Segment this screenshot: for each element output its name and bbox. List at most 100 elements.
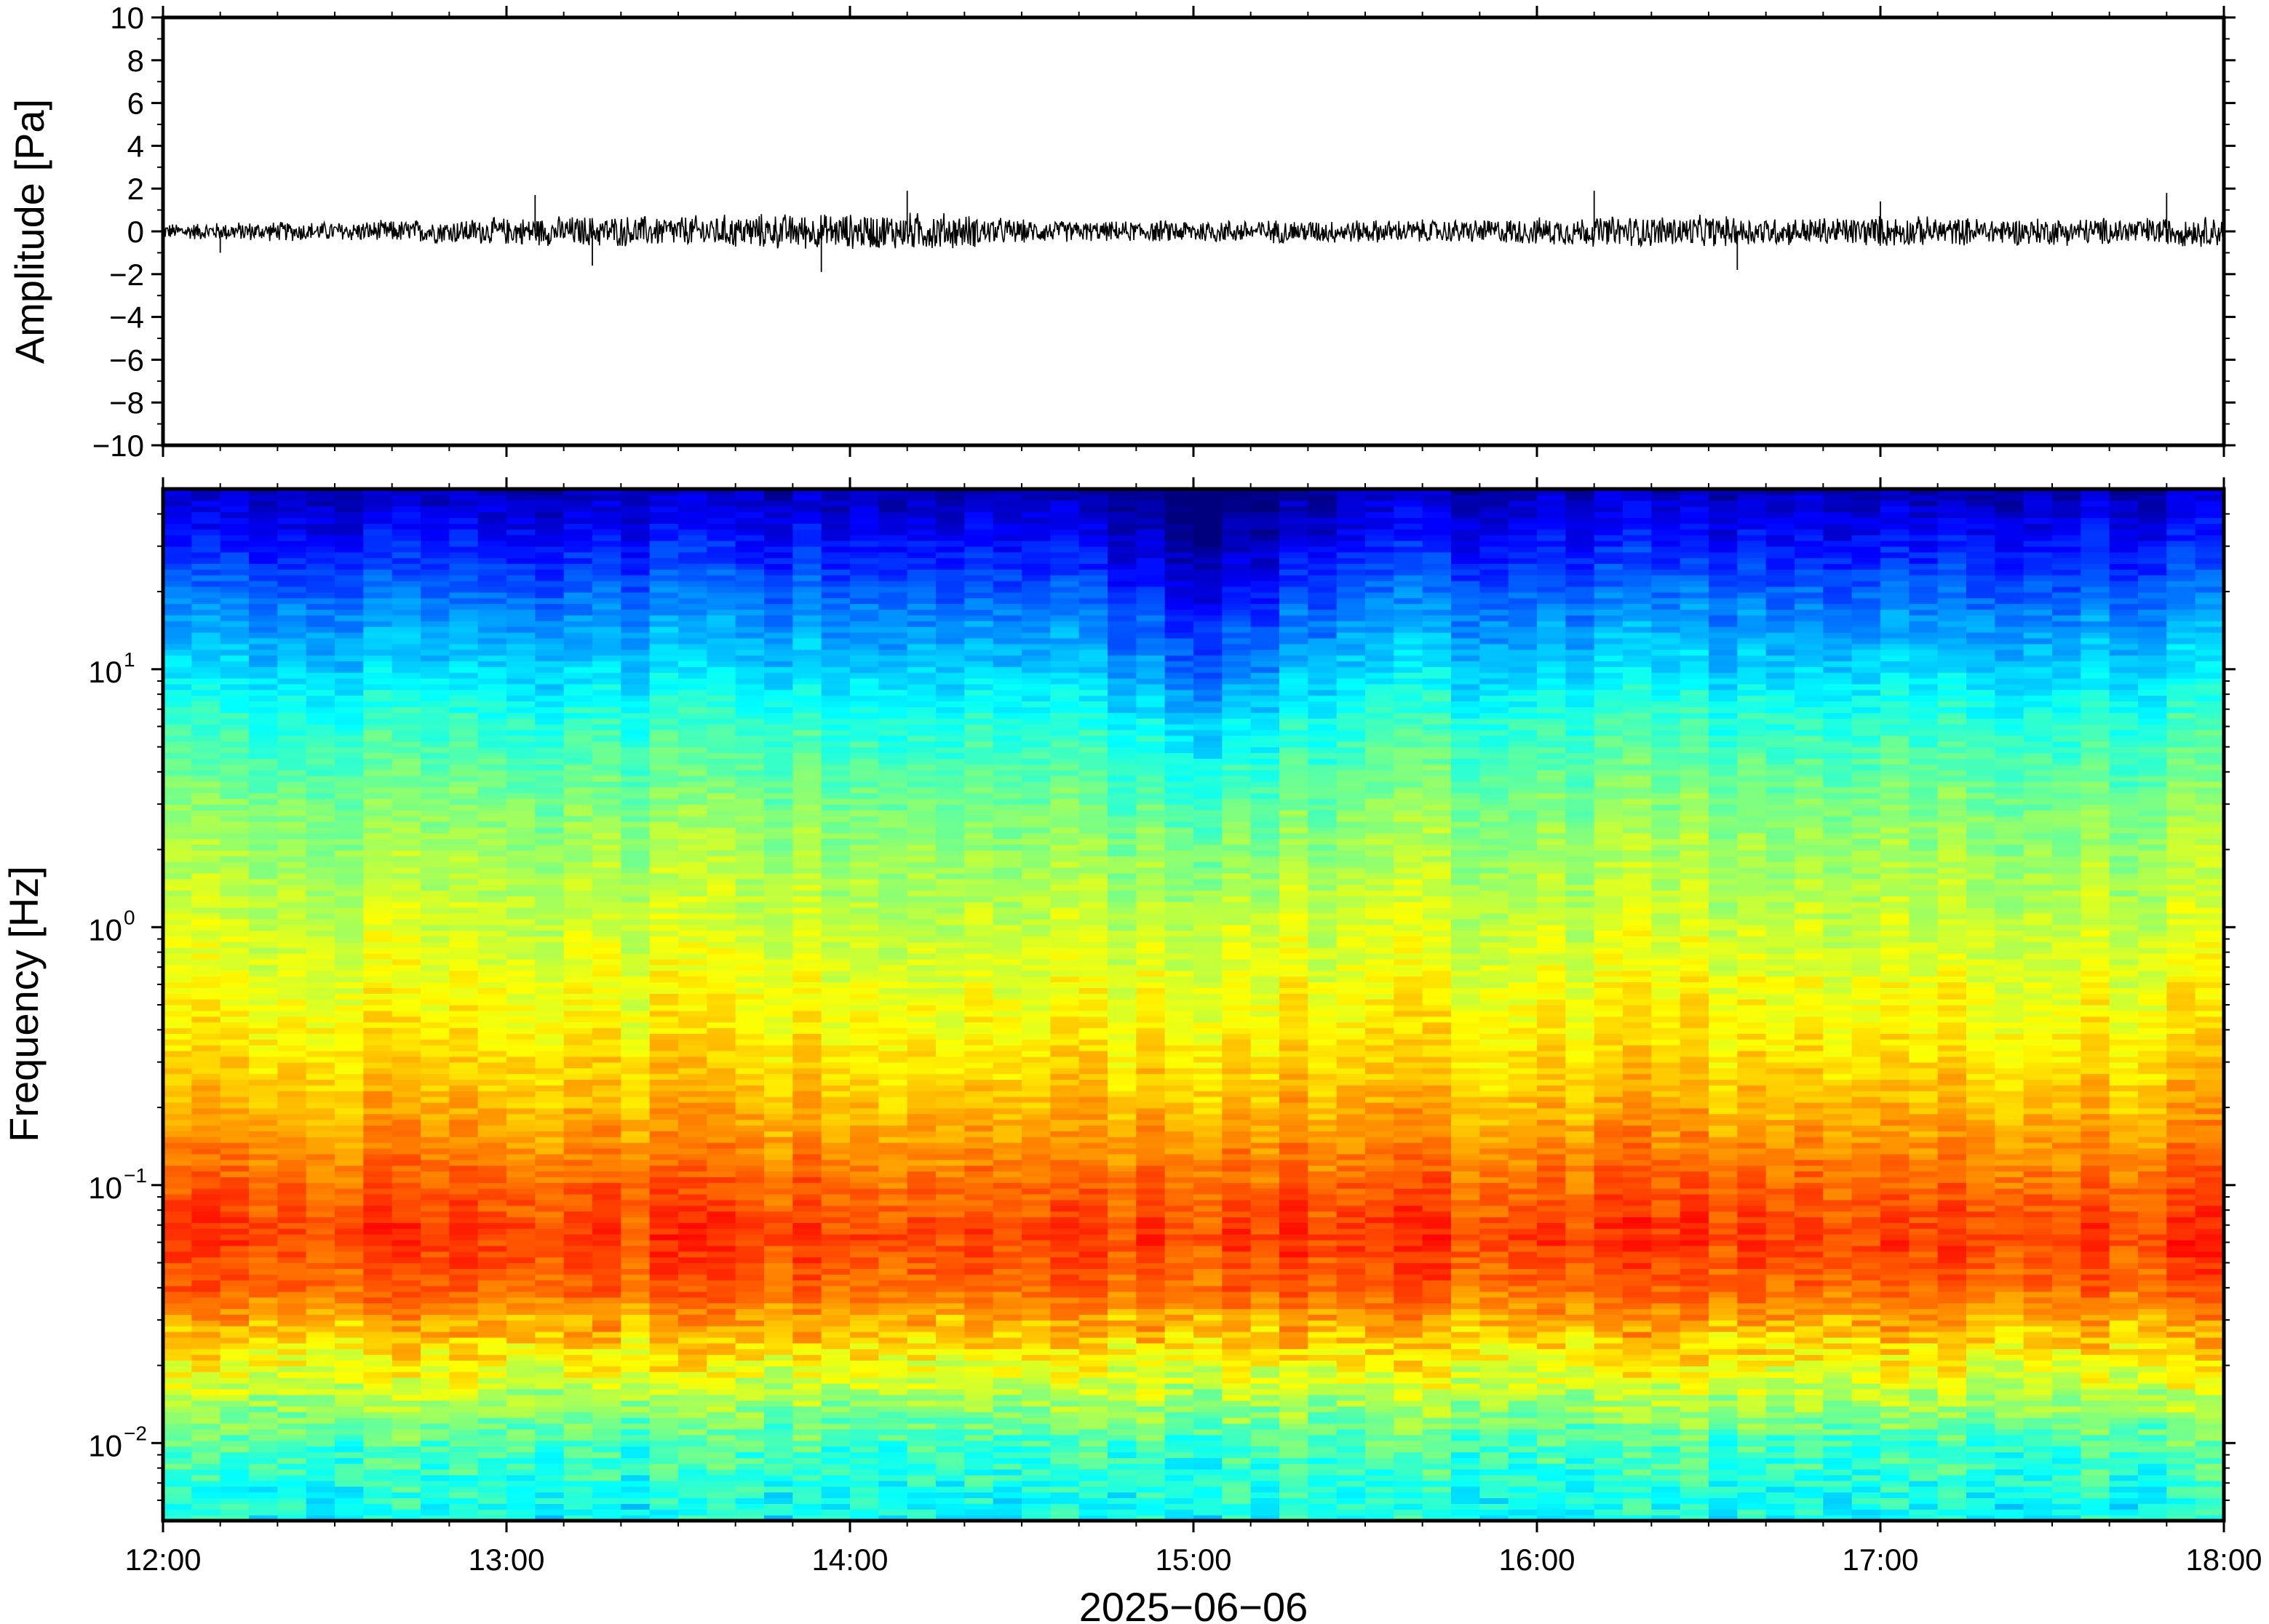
spectrogram-cell xyxy=(850,798,879,805)
spectrogram-cell xyxy=(363,535,393,541)
spectrogram-cell xyxy=(735,1199,765,1206)
spectrogram-cell xyxy=(850,907,879,914)
spectrogram-cell xyxy=(191,563,221,570)
spectrogram-cell xyxy=(649,718,679,725)
spectrogram-cell xyxy=(764,856,793,862)
spectrogram-cell xyxy=(535,775,565,782)
spectrogram-cell xyxy=(649,1228,679,1235)
spectrogram-cell xyxy=(277,901,307,908)
spectrogram-cell xyxy=(592,540,621,547)
spectrogram-cell xyxy=(277,517,307,524)
spectrogram-cell xyxy=(335,1193,364,1201)
spectrogram-cell xyxy=(306,1400,335,1407)
spectrogram-cell xyxy=(878,1274,908,1281)
spectrogram-cell xyxy=(764,987,793,994)
spectrogram-cell xyxy=(277,529,307,536)
spectrogram-cell xyxy=(649,609,679,616)
spectrogram-cell xyxy=(249,609,278,616)
spectrogram-cell xyxy=(363,1153,393,1161)
spectrogram-cell xyxy=(678,787,707,794)
spectrogram-cell xyxy=(249,649,278,656)
spectrogram-cell xyxy=(792,1171,822,1177)
spectrogram-cell xyxy=(363,1492,393,1499)
spectrogram-cell xyxy=(392,1480,421,1487)
spectrogram-cell xyxy=(392,1320,421,1326)
spectrogram-cell xyxy=(764,970,793,977)
spectrogram-cell xyxy=(277,1107,307,1115)
spectrogram-cell xyxy=(477,712,507,719)
spectrogram-cell xyxy=(449,884,479,891)
spectrogram-cell xyxy=(678,890,707,896)
spectrogram-cell xyxy=(621,1423,651,1430)
spectrogram-cell xyxy=(907,649,937,656)
spectrogram-cell xyxy=(220,1067,250,1075)
spectrogram-cell xyxy=(592,1245,621,1252)
spectrogram-cell xyxy=(678,804,707,811)
spectrogram-cell xyxy=(477,1205,507,1212)
spectrogram-cell xyxy=(449,597,479,605)
spectrogram-cell xyxy=(878,1067,908,1075)
spectrogram-cell xyxy=(163,1308,192,1315)
spectrogram-cell xyxy=(850,683,879,690)
spectrogram-cell xyxy=(421,1010,450,1017)
spectrogram-cell xyxy=(277,987,307,994)
spectrogram-cell xyxy=(850,632,879,639)
spectrogram-cell xyxy=(878,581,908,587)
spectrogram-cell xyxy=(506,609,536,616)
waveform-trace xyxy=(162,212,2225,250)
spectrogram-cell xyxy=(878,1262,908,1269)
spectrogram-cell xyxy=(563,1474,593,1481)
spectrogram-cell xyxy=(191,810,221,816)
spectrogram-cell xyxy=(907,787,937,794)
spectrogram-cell xyxy=(335,1474,364,1481)
spectrogram-cell xyxy=(477,1113,507,1121)
spectrogram-cell xyxy=(850,1417,879,1424)
spectrogram-cell xyxy=(449,626,479,633)
spectrogram-cell xyxy=(678,798,707,805)
spectrogram-cell xyxy=(506,1073,536,1080)
spectrogram-cell xyxy=(592,758,621,765)
spectrogram-cell xyxy=(421,878,450,885)
spectrogram-cell xyxy=(392,1400,421,1407)
spectrogram-cell xyxy=(878,982,908,988)
spectrogram-cell xyxy=(249,489,278,495)
spectrogram-cell xyxy=(392,677,421,685)
spectrogram-cell xyxy=(535,1113,565,1121)
spectrogram-cell xyxy=(535,1205,565,1212)
spectrogram-cell xyxy=(421,1217,450,1223)
spectrogram-cell xyxy=(335,1027,364,1034)
spectrogram-cell xyxy=(163,1016,192,1023)
spectrogram-cell xyxy=(621,827,651,834)
spectrogram-cell xyxy=(306,512,335,518)
spectrogram-cell xyxy=(249,1165,278,1172)
spectrogram-cell xyxy=(163,918,192,926)
spectrogram-cell xyxy=(506,1257,536,1264)
spectrogram-cell xyxy=(249,878,278,885)
spectrogram-cell xyxy=(678,1107,707,1115)
spectrogram-cell xyxy=(735,878,765,885)
spectrogram-cell xyxy=(878,942,908,948)
spectrogram-cell xyxy=(649,838,679,845)
spectrogram-cell xyxy=(592,1257,621,1264)
spectrogram-cell xyxy=(477,649,507,656)
spectrogram-cell xyxy=(220,1245,250,1252)
spectrogram-cell xyxy=(306,804,335,811)
spectrogram-cell xyxy=(363,930,393,937)
spectrogram-cell xyxy=(421,1337,450,1344)
spectrogram-cell xyxy=(335,856,364,862)
spectrogram-cell xyxy=(792,861,822,868)
spectrogram-cell xyxy=(220,1142,250,1149)
spectrogram-cell xyxy=(220,1268,250,1275)
spectrogram-cell xyxy=(678,1348,707,1356)
spectrogram-cell xyxy=(764,1440,793,1447)
spectrogram-cell xyxy=(277,1262,307,1269)
spectrogram-cell xyxy=(792,1067,822,1075)
spectrogram-cell xyxy=(335,1348,364,1356)
spectrogram-cell xyxy=(850,729,879,736)
spectrogram-cell xyxy=(306,701,335,707)
spectrogram-cell xyxy=(535,1211,565,1218)
spectrogram-cell xyxy=(249,1217,278,1223)
spectrogram-cell xyxy=(821,850,851,856)
spectrogram-cell xyxy=(421,643,450,650)
